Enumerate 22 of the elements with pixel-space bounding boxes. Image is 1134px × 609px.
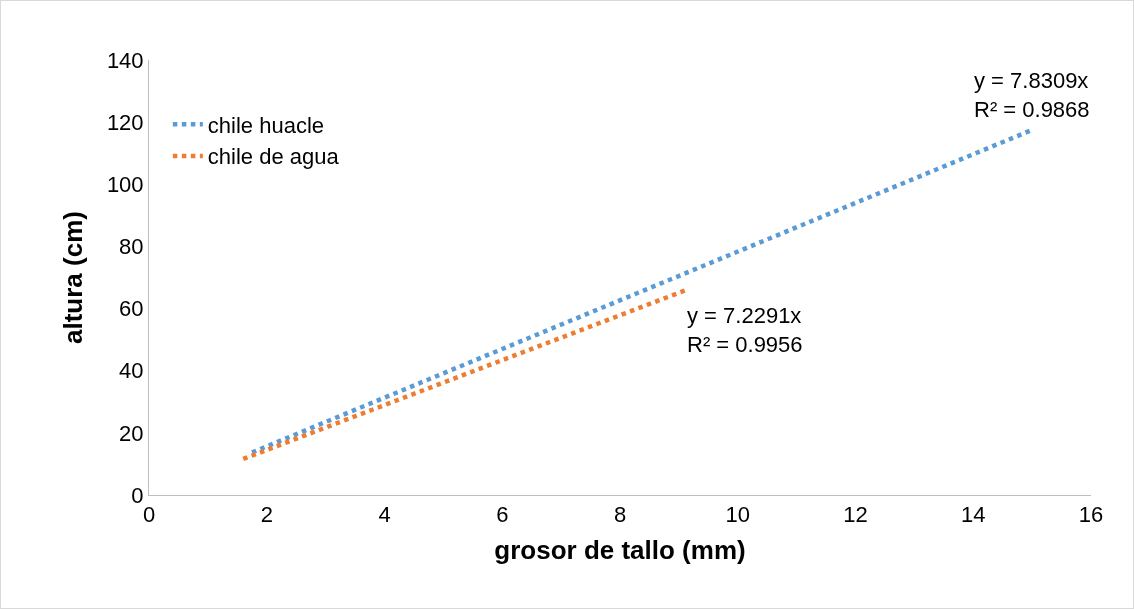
y-tick-label: 0 [131, 482, 144, 508]
x-tick-label: 4 [378, 502, 391, 528]
x-tick-label: 14 [961, 502, 986, 528]
y-tick-label: 80 [119, 234, 144, 260]
x-tick-label: 10 [725, 502, 750, 528]
x-axis-title: grosor de tallo (mm) [494, 535, 746, 566]
legend-label: chile huacle [207, 112, 325, 138]
y-axis-title: altura (cm) [58, 211, 89, 344]
x-tick-label: 6 [496, 502, 509, 528]
x-tick-label: 16 [1078, 502, 1104, 528]
x-tick-label: 8 [613, 502, 627, 528]
y-tick-label: 120 [106, 109, 144, 135]
x-tick-label: 12 [843, 502, 868, 528]
y-tick-label: 20 [119, 420, 144, 446]
y-tick-label: 60 [119, 296, 144, 322]
x-tick-label: 2 [260, 502, 273, 528]
legend-label: chile de agua [207, 144, 340, 170]
y-tick-label: 140 [106, 47, 144, 73]
y-tick-label: 100 [106, 171, 144, 197]
annotation: y = 7.2291x R² = 0.9956 [687, 303, 803, 357]
annotation: y = 7.8309x R² = 0.9868 [974, 68, 1090, 122]
y-tick-label: 40 [119, 358, 144, 384]
